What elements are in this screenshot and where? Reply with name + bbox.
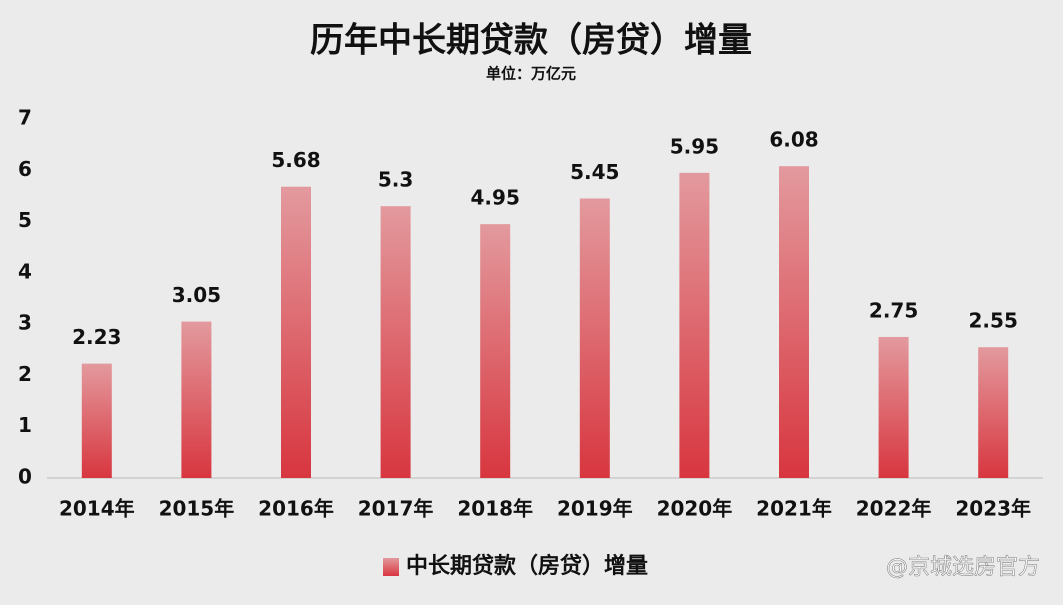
bar [81,363,112,478]
y-tick-label: 7 [18,106,32,130]
x-tick-label: 2016年 [258,497,334,521]
x-tick-label: 2019年 [557,497,633,521]
value-label: 5.95 [670,134,719,158]
bar [878,336,909,478]
bar [380,206,411,478]
bar [679,172,710,478]
y-tick-label: 4 [18,259,32,283]
value-label: 3.05 [172,283,221,307]
x-tick-label: 2015年 [159,497,235,521]
y-tick-label: 2 [18,362,32,386]
bar [579,198,610,478]
chart-subtitle: 单位：万亿元 [486,65,576,83]
x-tick-label: 2014年 [59,497,135,521]
value-label: 4.95 [471,186,520,210]
y-tick-label: 1 [18,413,32,437]
value-label: 2.75 [869,298,918,322]
x-tick-label: 2018年 [457,497,533,521]
x-tick-label: 2017年 [358,497,434,521]
value-label: 2.55 [969,309,1018,333]
value-label: 2.23 [72,325,121,349]
chart-title: 历年中长期贷款（房贷）增量 [310,21,752,61]
value-label: 5.68 [271,148,320,172]
y-tick-label: 0 [18,465,32,489]
legend-label: 中长期贷款（房贷）增量 [406,553,648,579]
watermark: @京城选房官方 [886,555,1040,580]
bar [978,347,1009,478]
x-tick-label: 2023年 [955,497,1031,521]
legend-swatch [383,558,399,576]
y-tick-label: 6 [18,157,32,181]
bar [181,321,212,478]
bar [779,166,809,478]
y-tick-label: 3 [18,311,32,335]
value-label: 5.45 [570,160,619,184]
value-label: 6.08 [769,128,818,152]
value-label: 5.3 [378,168,413,192]
x-tick-label: 2021年 [756,497,832,521]
x-tick-label: 2022年 [856,497,932,521]
y-tick-label: 5 [18,208,32,232]
x-tick-label: 2020年 [657,497,733,521]
bar [480,224,511,478]
bar [281,186,311,478]
